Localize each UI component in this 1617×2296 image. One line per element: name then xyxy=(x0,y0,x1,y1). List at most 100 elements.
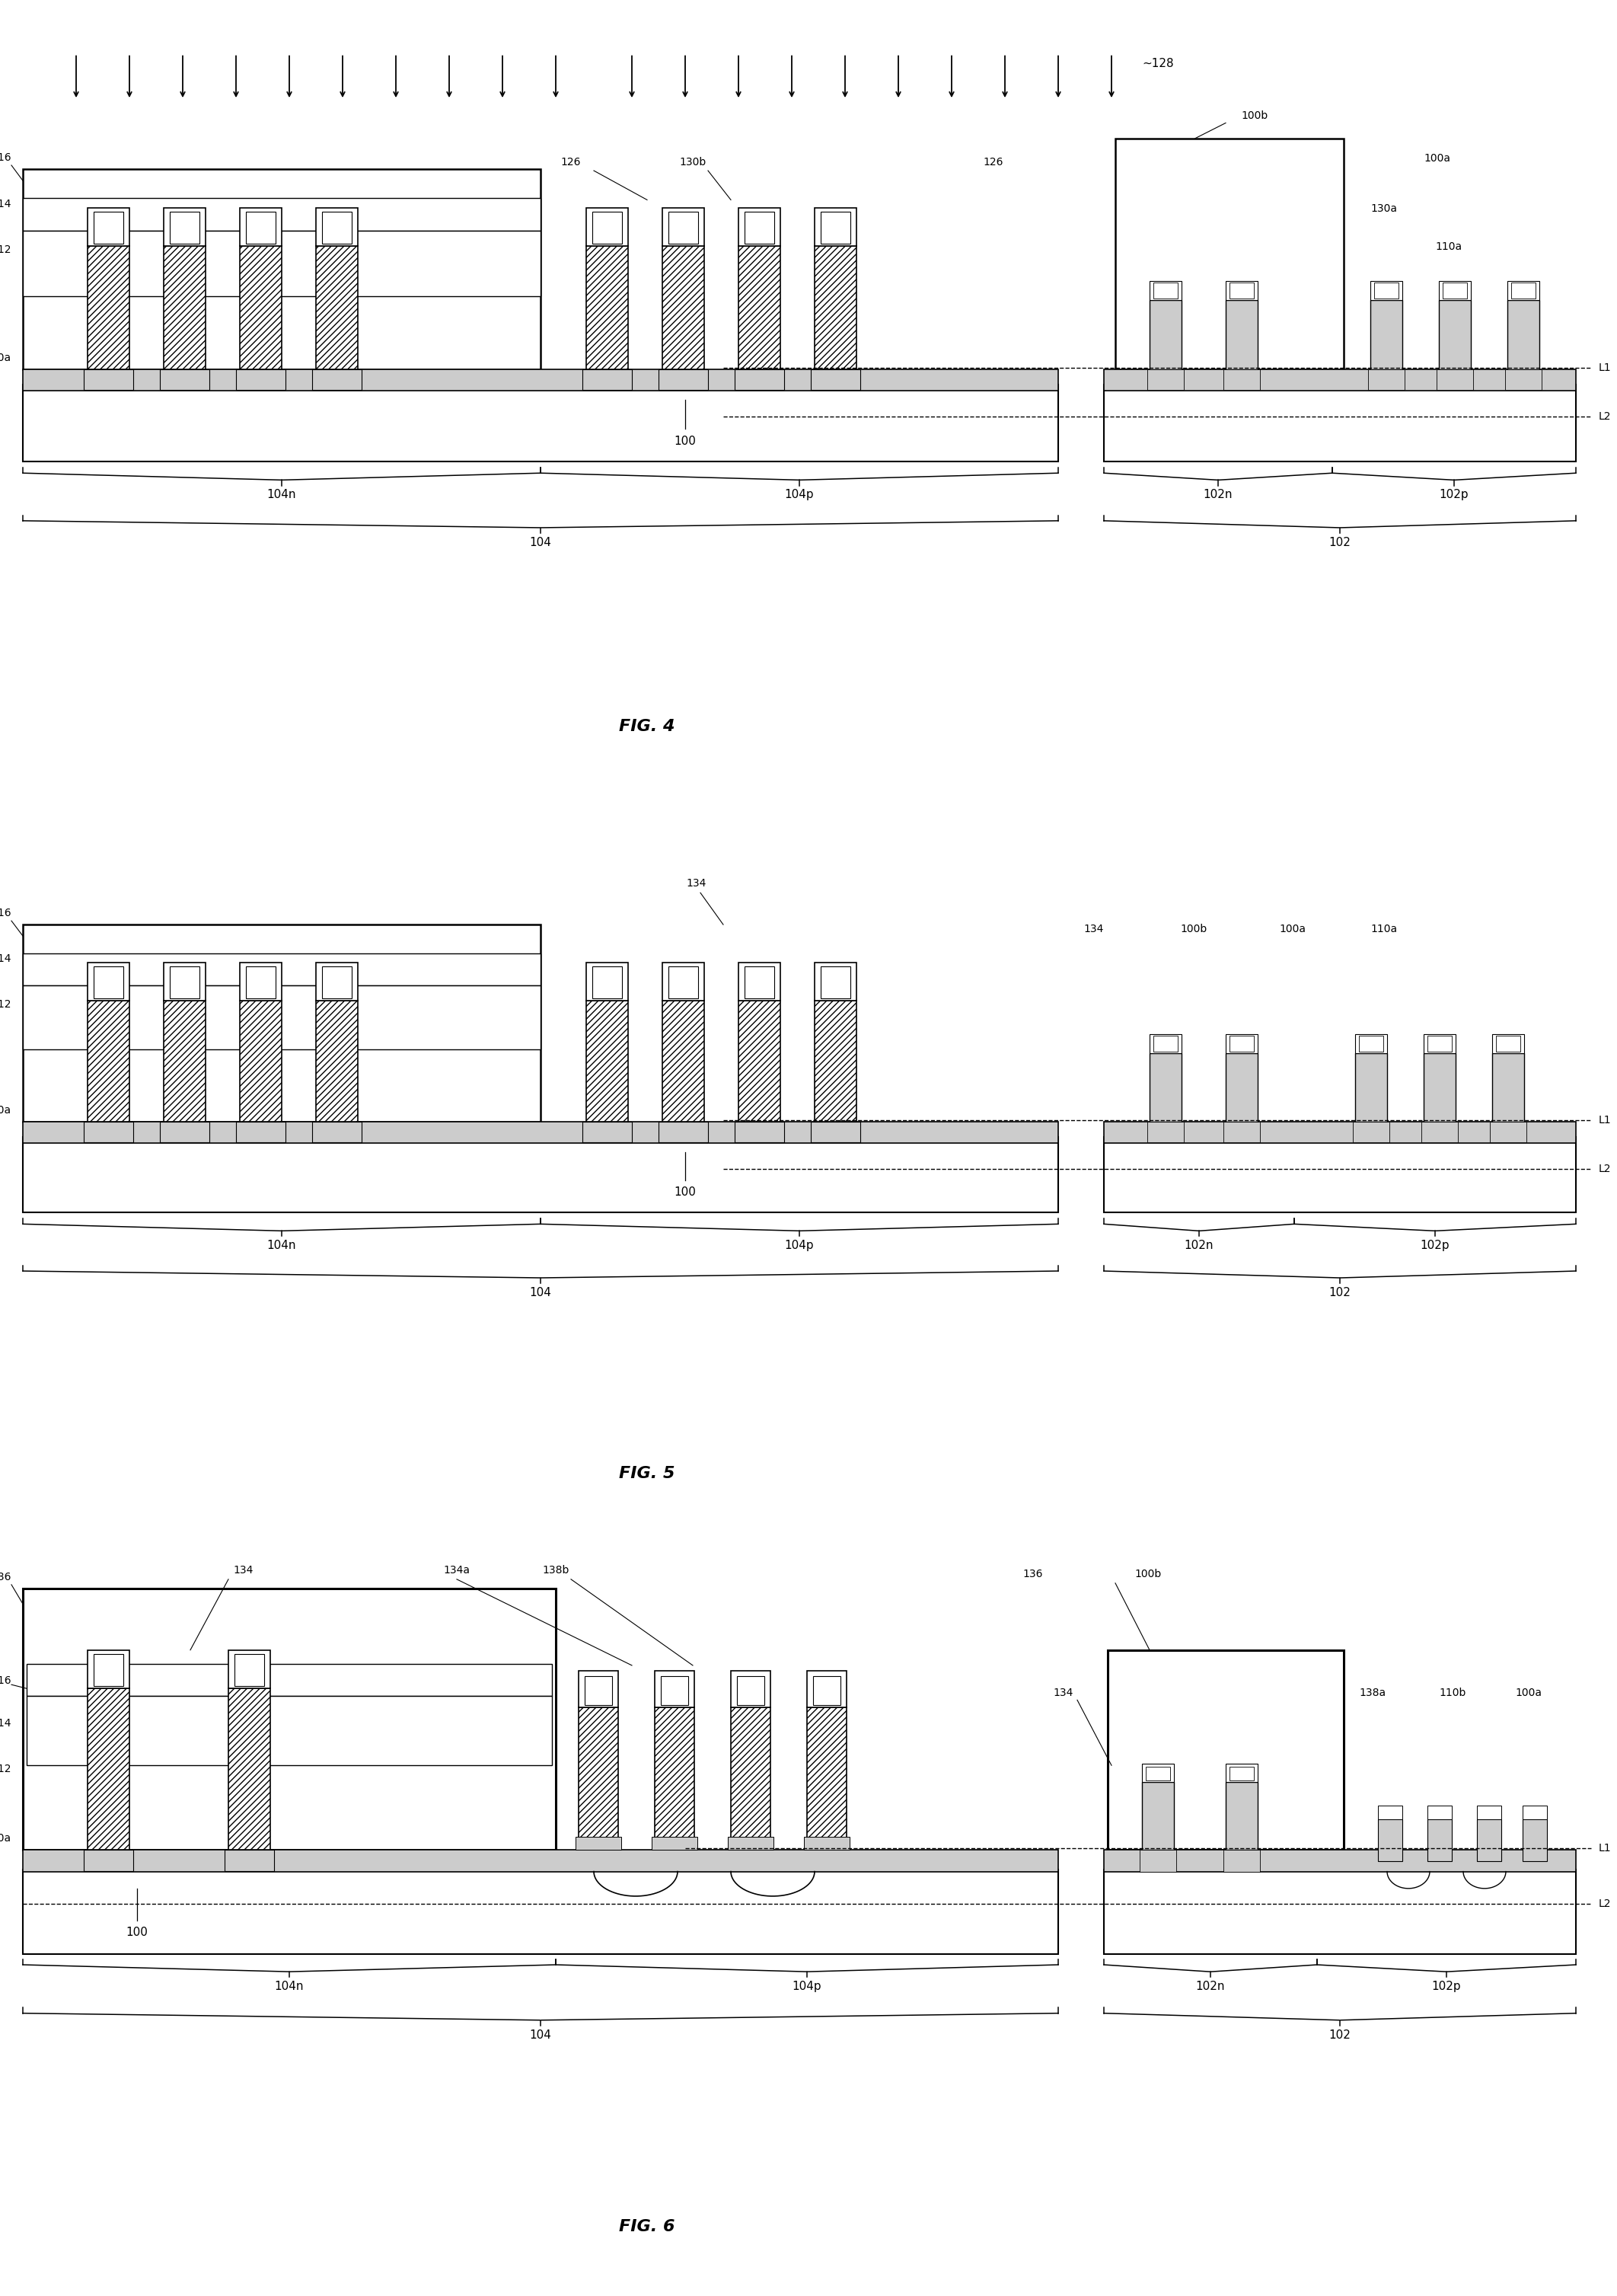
Bar xyxy=(1355,1054,1387,1120)
Text: FIG. 6: FIG. 6 xyxy=(619,2220,674,2234)
Bar xyxy=(1378,1818,1402,1862)
Bar xyxy=(87,207,129,246)
Bar xyxy=(1104,370,1577,390)
Bar xyxy=(739,246,781,370)
Bar xyxy=(1226,301,1258,370)
Bar xyxy=(23,1589,556,1851)
Bar xyxy=(582,1120,632,1141)
Bar xyxy=(576,1837,621,1851)
Bar xyxy=(23,1869,1058,1954)
Bar xyxy=(734,1120,784,1141)
Text: 102p: 102p xyxy=(1420,1240,1450,1251)
Bar xyxy=(663,962,703,1001)
Bar xyxy=(1353,1120,1389,1141)
Text: 104p: 104p xyxy=(792,1981,821,1993)
Bar xyxy=(239,1001,281,1120)
Text: 100a: 100a xyxy=(1279,923,1305,934)
Text: 110a: 110a xyxy=(1370,923,1397,934)
Bar xyxy=(239,207,281,246)
Bar xyxy=(23,370,1058,390)
Bar xyxy=(94,967,123,999)
Bar xyxy=(246,211,275,243)
Bar xyxy=(94,211,123,243)
Bar xyxy=(1224,1120,1260,1141)
Bar xyxy=(225,1851,273,1871)
Text: 126: 126 xyxy=(561,156,581,168)
Text: 100b: 100b xyxy=(1180,923,1206,934)
Bar xyxy=(587,246,627,370)
Bar xyxy=(739,207,781,246)
Bar xyxy=(579,1708,618,1839)
Text: 110a: 110a xyxy=(0,1104,11,1116)
Bar xyxy=(26,1697,551,1766)
Bar xyxy=(1496,1035,1520,1052)
Bar xyxy=(23,925,540,1120)
Bar xyxy=(1153,282,1177,298)
Bar xyxy=(163,1001,205,1120)
Bar xyxy=(1148,370,1184,390)
Bar xyxy=(663,1001,703,1120)
Bar xyxy=(652,1837,697,1851)
Bar xyxy=(322,211,353,243)
Text: 138b: 138b xyxy=(542,1566,569,1575)
Bar xyxy=(1358,1035,1383,1052)
Bar xyxy=(23,1137,1058,1212)
Bar xyxy=(1523,1818,1547,1862)
Bar xyxy=(1226,1763,1258,1782)
Bar xyxy=(1368,370,1405,390)
Bar xyxy=(1150,1054,1182,1120)
Bar xyxy=(1428,1805,1452,1818)
Bar xyxy=(1423,1035,1455,1054)
Bar xyxy=(163,962,205,1001)
Text: 126: 126 xyxy=(983,156,1004,168)
Bar xyxy=(1142,1763,1174,1782)
Bar xyxy=(1507,280,1539,301)
Text: 102p: 102p xyxy=(1439,489,1468,501)
Bar xyxy=(312,370,362,390)
Bar xyxy=(1229,282,1253,298)
Text: 102n: 102n xyxy=(1197,1981,1226,1993)
Bar xyxy=(1507,301,1539,370)
Bar xyxy=(807,1708,847,1839)
Bar xyxy=(1142,1782,1174,1851)
Bar xyxy=(315,246,357,370)
Bar xyxy=(731,1708,770,1839)
Bar xyxy=(1226,1054,1258,1120)
Bar xyxy=(739,962,781,1001)
Text: 136: 136 xyxy=(0,1573,11,1582)
Text: 102n: 102n xyxy=(1203,489,1232,501)
Bar xyxy=(84,370,133,390)
Text: L1: L1 xyxy=(1599,363,1612,372)
Text: 110a: 110a xyxy=(0,1832,11,1844)
Text: 104n: 104n xyxy=(275,1981,304,1993)
Bar xyxy=(23,170,540,370)
Bar xyxy=(1439,301,1471,370)
Bar xyxy=(737,1676,765,1706)
Text: 100a: 100a xyxy=(1423,154,1450,163)
Bar xyxy=(315,207,357,246)
Bar xyxy=(1104,1120,1577,1143)
Bar xyxy=(23,383,1058,461)
Bar xyxy=(579,1671,618,1708)
Bar xyxy=(1423,1054,1455,1120)
Bar xyxy=(23,230,540,296)
Text: FIG. 4: FIG. 4 xyxy=(619,719,674,735)
Text: 102p: 102p xyxy=(1431,1981,1462,1993)
Text: 130a: 130a xyxy=(1370,202,1397,214)
Text: 104p: 104p xyxy=(784,489,813,501)
Text: 110a: 110a xyxy=(0,351,11,363)
Text: 134a: 134a xyxy=(443,1566,471,1575)
Bar xyxy=(23,1120,1058,1143)
Bar xyxy=(26,1665,551,1697)
Bar xyxy=(815,246,857,370)
Text: 134: 134 xyxy=(1083,923,1104,934)
Bar xyxy=(87,1651,129,1688)
Bar xyxy=(1476,1805,1501,1818)
Bar xyxy=(23,1851,1058,1871)
Bar xyxy=(1523,1805,1547,1818)
Text: 104: 104 xyxy=(529,1286,551,1297)
Bar xyxy=(1226,280,1258,301)
Text: 102: 102 xyxy=(1329,537,1350,549)
Text: 134: 134 xyxy=(1053,1688,1074,1699)
Bar xyxy=(84,1851,133,1871)
